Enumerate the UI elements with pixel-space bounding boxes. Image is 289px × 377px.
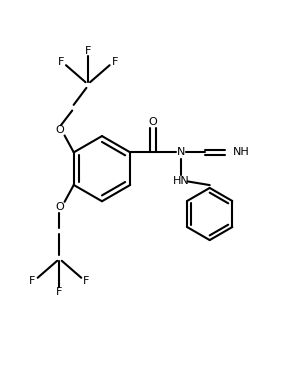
Text: HN: HN	[173, 176, 190, 186]
Text: O: O	[55, 202, 64, 212]
Text: N: N	[177, 147, 186, 157]
Text: F: F	[85, 46, 91, 56]
Text: F: F	[56, 287, 63, 297]
Text: F: F	[83, 276, 90, 286]
Text: F: F	[58, 57, 64, 67]
Text: O: O	[149, 117, 158, 127]
Text: O: O	[55, 126, 64, 135]
Text: F: F	[29, 276, 36, 286]
Text: NH: NH	[233, 147, 250, 157]
Text: F: F	[112, 57, 118, 67]
